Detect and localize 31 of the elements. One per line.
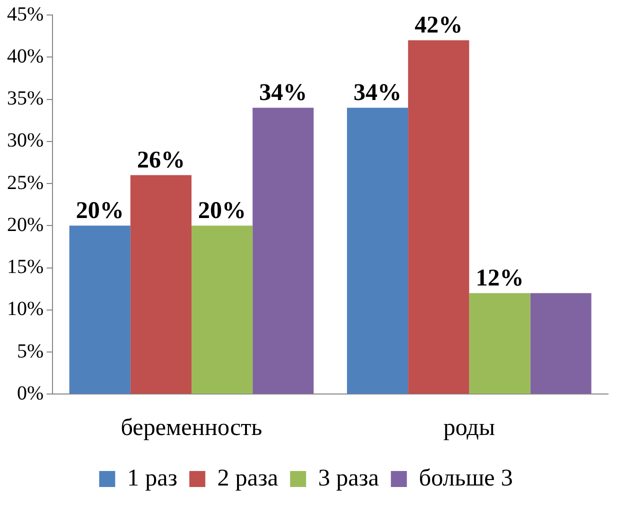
bar — [469, 293, 530, 394]
legend-label: 2 раза — [217, 465, 278, 492]
data-label: 20% — [76, 198, 124, 224]
bar — [252, 108, 314, 394]
bar — [130, 175, 192, 394]
y-tick-label: 5% — [16, 340, 44, 362]
bar — [69, 226, 130, 394]
y-tick-label: 30% — [6, 130, 44, 152]
y-tick-label: 15% — [6, 256, 44, 278]
bar — [530, 293, 592, 394]
data-label: 42% — [414, 12, 463, 38]
bar — [191, 226, 253, 394]
y-tick-label: 10% — [6, 298, 44, 320]
data-label: 12% — [476, 265, 524, 292]
x-tick-label: роды — [443, 414, 495, 441]
data-label: 34% — [354, 80, 402, 106]
data-label: 26% — [136, 147, 185, 174]
data-label: 20% — [198, 198, 246, 224]
legend-label: больше 3 — [418, 465, 513, 492]
legend-label: 3 раза — [318, 465, 380, 492]
y-tick-label: 0% — [16, 382, 44, 404]
y-tick-label: 25% — [6, 172, 44, 194]
data-label: 34% — [259, 80, 308, 106]
y-tick-label: 45% — [6, 3, 44, 26]
x-tick-label: беременность — [120, 414, 262, 441]
y-tick-label: 20% — [6, 214, 44, 236]
legend-label: 1 раз — [127, 465, 178, 492]
y-tick-label: 40% — [6, 45, 44, 68]
bar — [408, 40, 470, 394]
bar — [346, 108, 408, 394]
y-tick-label: 35% — [6, 88, 44, 110]
